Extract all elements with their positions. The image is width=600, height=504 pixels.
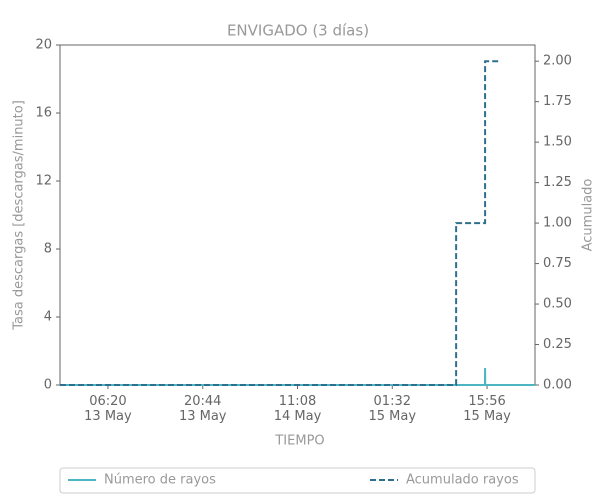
x-tick-label: 11:08 14 May [274, 394, 322, 424]
y-tick-label: 20 [35, 38, 52, 53]
y2-tick-label: 1.00 [543, 216, 572, 231]
x-axis-label: TIEMPO [274, 434, 324, 449]
y2-tick-label: 2.00 [543, 54, 572, 69]
y2-tick-label: 1.50 [543, 135, 572, 150]
x-tick-label: 06:20 13 May [84, 394, 132, 424]
chart-title: ENVIGADO (3 días) [227, 22, 369, 40]
y-axis-label: Tasa descargas [descargas/minuto] [12, 100, 27, 331]
x-tick-label: 20:44 13 May [179, 394, 227, 424]
y-tick-label: 12 [35, 174, 52, 189]
y2-tick-label: 0.25 [543, 337, 572, 352]
y2-tick-label: 0.00 [543, 378, 572, 393]
plot-frame [59, 44, 536, 386]
x-tick-label: 15:56 15 May [463, 394, 511, 424]
series-line [60, 60, 501, 386]
x-tick-label: 01:32 15 May [368, 394, 416, 424]
y-tick-label: 8 [44, 242, 52, 257]
legend-label: Número de rayos [104, 473, 216, 488]
y2-axis-label: Acumulado [581, 179, 596, 252]
y2-tick-label: 0.50 [543, 297, 572, 312]
y-tick-label: 0 [44, 378, 52, 393]
legend-box [59, 467, 536, 494]
series-line [60, 367, 535, 386]
y-tick-label: 4 [44, 310, 52, 325]
y-tick-label: 16 [35, 106, 52, 121]
y2-tick-label: 1.25 [543, 175, 572, 190]
y2-tick-label: 1.75 [543, 94, 572, 109]
legend-label: Acumulado rayos [406, 473, 519, 488]
y2-tick-label: 0.75 [543, 256, 572, 271]
